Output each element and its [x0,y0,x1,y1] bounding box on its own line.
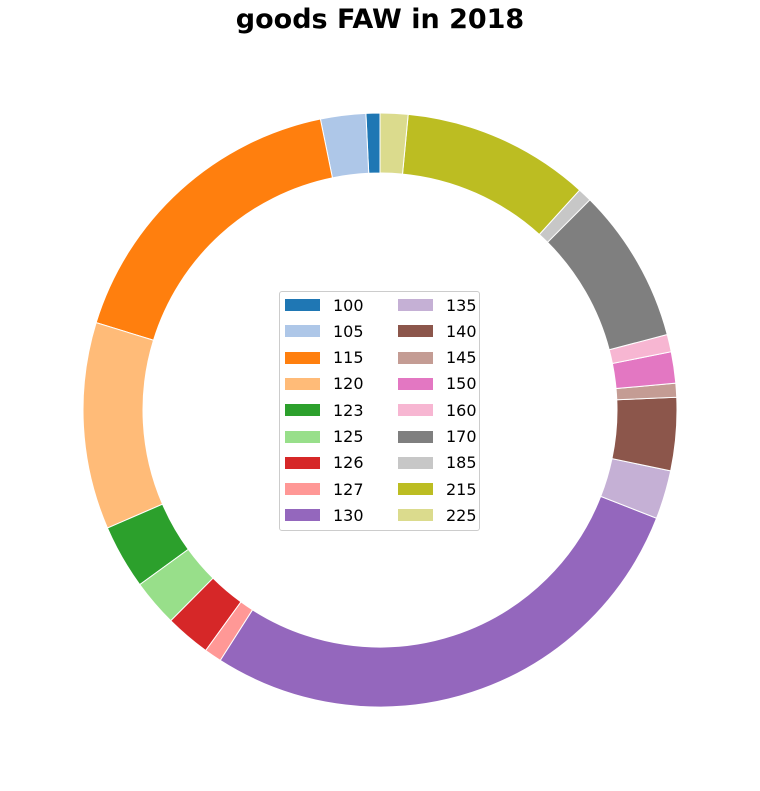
legend-swatch [398,299,433,311]
legend-label: 225 [446,505,477,525]
legend-item-135: 135 [398,294,477,316]
legend-label: 130 [333,505,364,525]
legend-label: 215 [446,479,477,499]
legend-item-115: 115 [285,347,364,369]
legend-swatch [398,483,433,496]
legend-swatch [285,430,320,443]
legend-item-126: 126 [285,452,364,474]
legend-item-125: 125 [285,426,364,448]
legend-swatch [398,456,433,469]
legend-label: 135 [446,295,477,315]
legend-label: 115 [333,348,364,368]
legend-swatch [285,456,320,469]
legend-swatch [285,509,320,522]
legend-label: 185 [446,453,477,473]
slice-120 [82,321,164,529]
legend-item-225: 225 [398,504,477,526]
slice-140 [611,396,678,472]
legend-swatch [398,430,433,443]
legend-label: 126 [333,453,364,473]
legend-label: 123 [333,400,364,420]
legend-label: 125 [333,427,364,446]
legend-label: 145 [446,348,477,368]
legend-swatch [398,377,433,390]
legend-swatch [285,299,320,311]
legend-item-130: 130 [285,504,364,526]
legend-label: 120 [333,374,364,394]
legend-item-215: 215 [398,478,477,500]
legend-item-145: 145 [398,347,477,369]
legend-item-170: 170 [398,426,477,448]
legend-item-100: 100 [285,294,364,316]
legend-swatch [285,404,320,417]
legend-item-160: 160 [398,399,477,421]
legend-swatch [398,325,433,338]
donut-slices [82,112,678,708]
legend-item-127: 127 [285,478,364,500]
legend-swatch [285,351,320,364]
legend-label: 160 [446,400,477,420]
slice-130 [219,495,658,708]
slice-225 [379,112,409,175]
legend-item-150: 150 [398,373,477,395]
legend-item-105: 105 [285,320,364,342]
legend-label: 100 [333,295,364,315]
legend-item-140: 140 [398,320,477,342]
legend: 100 105 115 120 123 125 126 127 130 135 140 145 150 1… [279,291,480,531]
legend-label: 140 [446,321,477,341]
legend-swatch [398,509,433,522]
legend-label: 150 [446,374,477,394]
legend-item-185: 185 [398,452,477,474]
legend-label: 105 [333,321,364,341]
legend-swatch [398,351,433,364]
legend-swatch [285,325,320,338]
legend-label: 127 [333,479,364,499]
legend-item-123: 123 [285,399,364,421]
slice-215 [401,113,581,236]
legend-item-120: 120 [285,373,364,395]
legend-swatch [285,483,320,496]
chart-title: goods FAW in 2018 [235,4,525,35]
legend-swatch [398,404,433,417]
legend-swatch [285,377,320,390]
legend-label: 170 [446,427,477,446]
